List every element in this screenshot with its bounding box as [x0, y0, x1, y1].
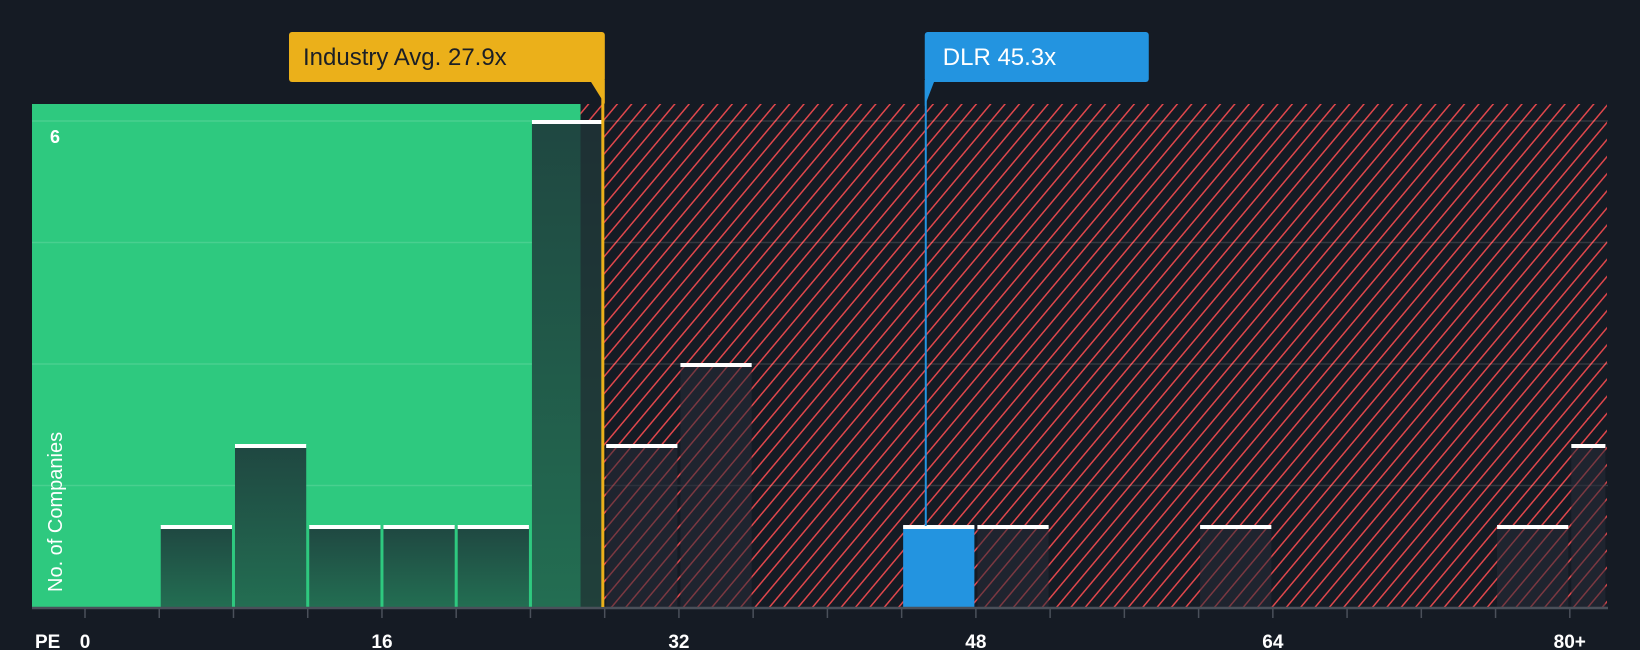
x-tick-label: 80+: [1554, 632, 1586, 650]
industry-average-label: Industry Avg. 27.9x: [303, 44, 507, 71]
histogram-bar: [977, 525, 1049, 607]
bar-cap: [1200, 525, 1272, 529]
bar-cap: [160, 525, 232, 529]
x-tick-label: 32: [668, 632, 689, 650]
histogram-bar: [531, 120, 604, 607]
bar-cap: [977, 525, 1049, 529]
bar-cap: [234, 444, 307, 448]
company-marker: DLR 45.3x: [924, 32, 1149, 526]
company-label-box: [924, 32, 1149, 82]
x-tick-label: 64: [1262, 632, 1284, 650]
histogram-bar: [234, 444, 307, 607]
x-tick-label: 48: [965, 632, 986, 650]
bar-cap: [309, 525, 381, 529]
x-tick-label: 0: [80, 632, 91, 650]
company-label: DLR 45.3x: [943, 44, 1056, 71]
x-tick-label: 16: [371, 632, 392, 650]
industry-average-marker: Industry Avg. 27.9x: [289, 32, 605, 607]
bar-cap: [383, 525, 455, 529]
histogram-bar: [309, 525, 381, 607]
histogram-bar: [457, 525, 529, 607]
histogram-bar: [1200, 525, 1272, 607]
histogram-bar: [903, 525, 975, 607]
histogram-bar: [160, 525, 232, 607]
industry-average-label-box: [289, 32, 605, 82]
histogram-bar: [1497, 525, 1569, 607]
bar-cap: [680, 363, 752, 367]
histogram-bar: [606, 444, 678, 607]
y-axis-label: No. of Companies: [45, 432, 67, 592]
bar-cap: [1571, 444, 1606, 448]
bar-cap: [457, 525, 529, 529]
bar-cap: [903, 525, 975, 529]
x-axis: 0 16 32 48 64 80+: [32, 606, 1608, 650]
histogram-bars: [160, 120, 1606, 607]
bar-cap: [606, 444, 678, 448]
histogram-bar: [383, 525, 455, 607]
x-axis-label: PE: [35, 632, 60, 650]
y-tick-label-6: 6: [50, 127, 60, 147]
value-markers: Industry Avg. 27.9x DLR 45.3x: [289, 32, 1149, 607]
histogram-bar: [680, 363, 752, 607]
bar-cap: [531, 120, 604, 124]
below-average-region: [32, 104, 581, 607]
bar-cap: [1497, 525, 1569, 529]
histogram-bar: [1571, 444, 1606, 607]
